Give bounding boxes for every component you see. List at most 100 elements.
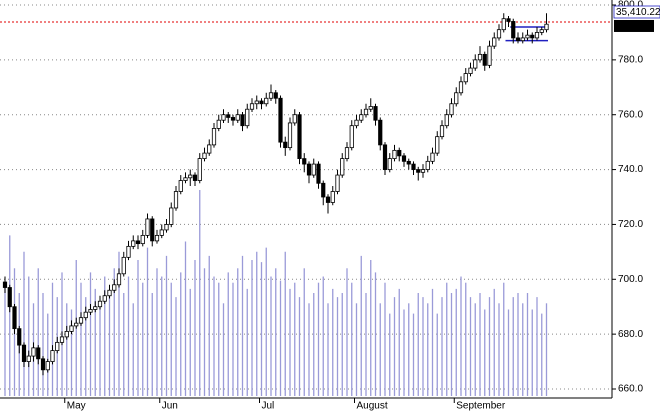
candle-body (330, 191, 335, 203)
candle-body (363, 108, 369, 116)
candle-body (83, 311, 88, 319)
candle-body (221, 114, 226, 121)
candle-body (197, 158, 202, 181)
y-tick-label: 680.0 (618, 329, 643, 340)
candle-body (287, 122, 293, 149)
y-tick-label: 720.0 (618, 219, 643, 230)
x-tick-label: May (67, 401, 86, 412)
candle-body (359, 114, 364, 121)
candle-body (178, 180, 183, 192)
candle-body (349, 125, 354, 149)
candle-body (216, 119, 221, 129)
candle-body (59, 336, 65, 343)
candle-body (107, 289, 112, 297)
candle-body (515, 37, 521, 42)
candle-body (64, 330, 69, 338)
candle-body (2, 281, 8, 288)
candle-body (264, 97, 269, 105)
candle-body (311, 163, 316, 176)
candle-body (17, 328, 22, 346)
candle-body (45, 361, 50, 371)
candle-body (425, 160, 430, 170)
candle-body (354, 119, 359, 127)
candle-body (492, 37, 497, 47)
x-tick-label: August (357, 401, 388, 412)
candle-body (36, 347, 41, 360)
candle-body (302, 158, 307, 165)
candle-body (501, 18, 506, 31)
top-label-box (613, 5, 660, 19)
candle-body (192, 174, 198, 181)
candle-body (387, 158, 392, 170)
candle-body (530, 34, 535, 39)
candle-body (534, 32, 540, 39)
candle-body (7, 287, 12, 308)
candle-body (444, 114, 449, 127)
candle-body (97, 300, 103, 308)
last-value-label: 792.72 (617, 21, 648, 32)
candle-body (392, 149, 397, 160)
candle-body (202, 152, 207, 160)
candle-body (278, 97, 283, 143)
candle-body (458, 81, 464, 94)
candle-body (420, 169, 426, 173)
candle-body (259, 100, 264, 105)
candle-body (126, 245, 131, 258)
candle-body (539, 29, 544, 33)
candle-body (378, 119, 383, 146)
candle-body (135, 240, 141, 245)
candle-body (188, 174, 193, 179)
candle-body (159, 229, 164, 236)
x-tick-label: Jul (262, 401, 275, 412)
candle-body (468, 67, 473, 74)
candle-body (55, 341, 60, 352)
candle-body (292, 114, 297, 124)
top-label: 35,410.22 (616, 7, 660, 18)
x-tick-label: September (456, 401, 506, 412)
candle-body (487, 45, 492, 66)
candle-body (435, 136, 440, 154)
candle-body (254, 100, 259, 105)
candle-body (12, 306, 17, 330)
y-tick-label: 800.0 (618, 0, 643, 11)
candle-body (112, 284, 117, 291)
candle-body (306, 163, 312, 176)
candle-body (230, 117, 236, 121)
candle-body (397, 149, 402, 157)
candle-body (69, 325, 74, 332)
candle-body (140, 234, 145, 245)
candle-body (544, 23, 549, 31)
candle-body (169, 207, 174, 225)
candle-body (321, 182, 326, 198)
candle-body (411, 163, 416, 170)
candle-body (50, 350, 55, 362)
candle-body (463, 73, 468, 83)
candle-body (78, 317, 84, 324)
candle-body (454, 92, 459, 105)
candle-body (268, 92, 274, 99)
candle-body (401, 155, 407, 162)
candle-body (207, 144, 212, 154)
candle-body (368, 106, 373, 110)
candle-body (449, 103, 454, 116)
candle-body (240, 114, 245, 127)
candle-body (131, 240, 136, 247)
candle-body (344, 147, 350, 159)
candle-body (150, 218, 155, 242)
candle-body (235, 114, 240, 121)
candle-body (102, 295, 107, 302)
candle-body (88, 309, 93, 313)
candle-body (74, 322, 79, 327)
last-value-box (614, 19, 654, 32)
candle-body (183, 177, 188, 181)
candle-body (173, 191, 179, 209)
candle-body (297, 114, 302, 160)
candle-body (511, 21, 516, 39)
candle-body (439, 125, 445, 138)
candle-body (430, 152, 435, 162)
candle-body (520, 37, 525, 42)
candle-body (116, 273, 122, 286)
candle-body (382, 144, 388, 170)
